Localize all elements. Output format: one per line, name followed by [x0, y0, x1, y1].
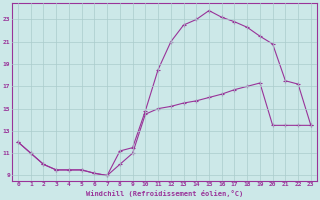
X-axis label: Windchill (Refroidissement éolien,°C): Windchill (Refroidissement éolien,°C): [86, 190, 243, 197]
